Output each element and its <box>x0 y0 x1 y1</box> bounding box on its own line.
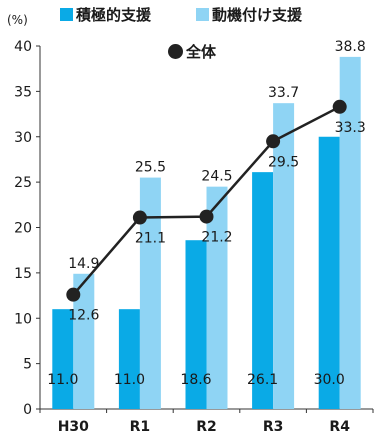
y-tick-label-30: 30 <box>14 130 32 146</box>
legend-item-motivational-support: 動機付け支援 <box>196 4 302 25</box>
legend-marker-overall <box>168 44 183 59</box>
data-label-motivational-support-R2: 24.5 <box>201 169 232 185</box>
legend-swatch-motivational-support <box>196 8 209 21</box>
y-tick-label-25: 25 <box>14 175 32 191</box>
data-label-motivational-support-H30: 14.9 <box>68 256 99 272</box>
legend-label-motivational-support: 動機付け支援 <box>212 6 303 24</box>
data-label-motivational-support-R4: 38.8 <box>335 39 366 55</box>
x-tick-label-R3: R3 <box>263 419 284 434</box>
data-label-active-support-H30: 11.0 <box>47 372 78 388</box>
bar-motivational-support-R2 <box>206 186 228 409</box>
y-tick-label-5: 5 <box>23 357 32 373</box>
bar-active-support-R2 <box>185 240 207 409</box>
y-tick-label-0: 0 <box>23 402 32 418</box>
y-tick-label-35: 35 <box>14 84 32 100</box>
legend-label-overall: 全体 <box>186 43 217 61</box>
bar-motivational-support-R3 <box>273 103 295 410</box>
y-tick-label-20: 20 <box>14 221 32 237</box>
data-label-overall-R4: 33.3 <box>335 120 366 136</box>
bar-motivational-support-R4 <box>339 56 361 409</box>
bar-active-support-R4 <box>318 136 340 409</box>
bar-active-support-H30 <box>52 309 74 409</box>
x-tick-label-R2: R2 <box>196 419 217 434</box>
data-label-motivational-support-R3: 33.7 <box>268 85 299 101</box>
legend-swatch-active-support <box>60 8 73 21</box>
data-label-overall-R1: 21.1 <box>135 231 166 247</box>
legend-item-overall: 全体 <box>168 41 216 62</box>
data-label-overall-H30: 12.6 <box>68 308 99 324</box>
bar-active-support-R3 <box>252 172 274 409</box>
point-overall-R1 <box>132 210 147 225</box>
point-overall-R3 <box>266 134 281 149</box>
data-label-active-support-R3: 26.1 <box>247 372 278 388</box>
point-overall-R2 <box>199 209 214 224</box>
bar-motivational-support-R1 <box>139 177 161 409</box>
point-overall-H30 <box>66 287 81 302</box>
point-overall-R4 <box>332 99 347 114</box>
bar-active-support-R1 <box>118 309 140 409</box>
legend-label-active-support: 積極的支援 <box>76 6 152 24</box>
bar-motivational-support-H30 <box>73 273 95 409</box>
data-label-motivational-support-R1: 25.5 <box>135 160 166 176</box>
data-label-active-support-R1: 11.0 <box>114 372 145 388</box>
data-label-active-support-R2: 18.6 <box>180 372 211 388</box>
data-label-active-support-R4: 30.0 <box>314 372 345 388</box>
y-tick-label-10: 10 <box>14 311 32 327</box>
data-label-overall-R3: 29.5 <box>268 154 299 170</box>
y-axis-unit: (%) <box>7 13 28 27</box>
y-tick-label-15: 15 <box>14 266 32 282</box>
data-label-overall-R2: 21.2 <box>201 230 232 246</box>
x-tick-label-R4: R4 <box>329 419 350 434</box>
x-tick-label-H30: H30 <box>58 419 89 434</box>
x-tick-label-R1: R1 <box>130 419 151 434</box>
y-tick-label-40: 40 <box>14 39 32 55</box>
legend-item-active-support: 積極的支援 <box>60 4 151 25</box>
